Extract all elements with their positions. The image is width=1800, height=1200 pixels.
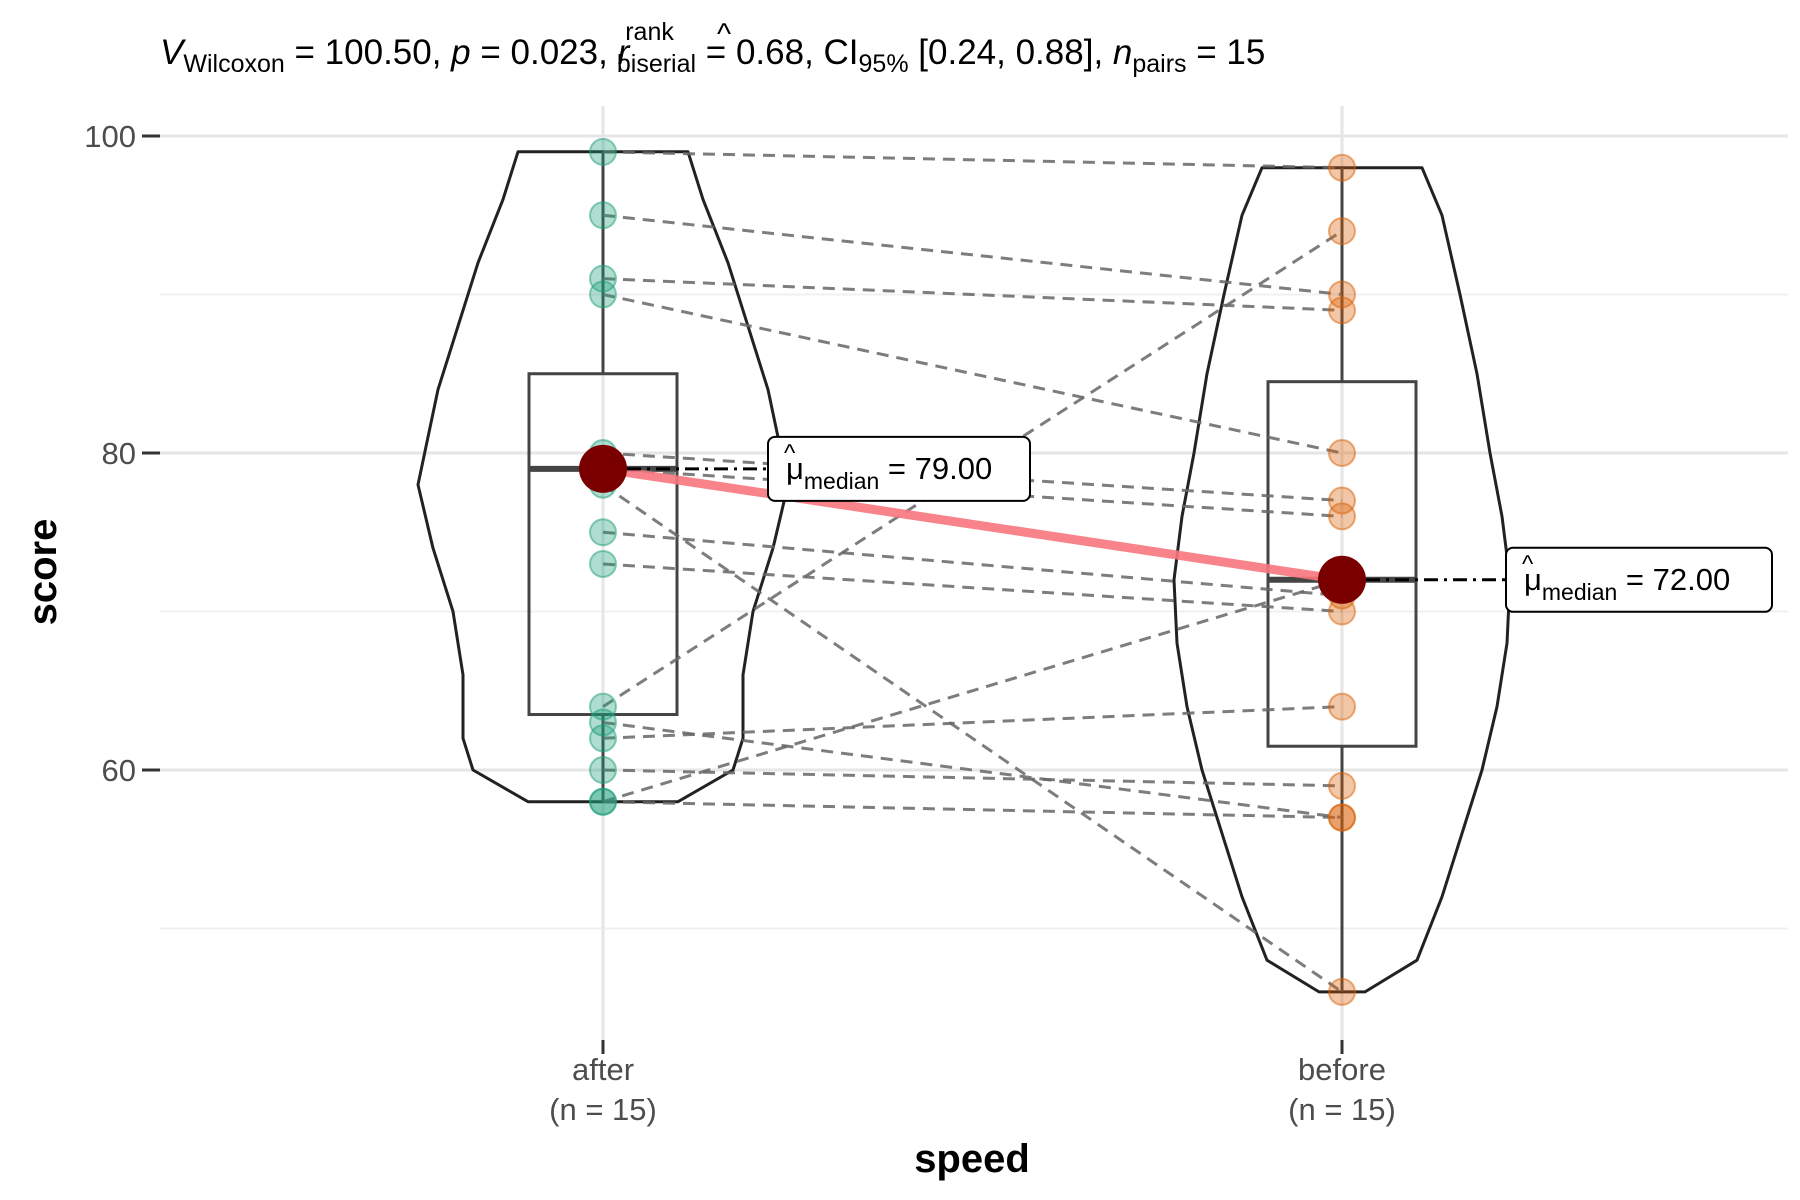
median-label-text: μmedian = 79.00 [786, 451, 992, 494]
median-point-before [1318, 555, 1366, 604]
point-before [1328, 977, 1356, 1006]
r-hat-accent: ^ [717, 18, 731, 51]
point-before [1328, 692, 1356, 721]
median-label-box [767, 435, 1031, 502]
box-after [527, 372, 679, 717]
pair-line [602, 293, 1343, 455]
point-after [589, 264, 617, 293]
pair-line [602, 720, 1343, 820]
chart-subtitle: VWilcoxon = 100.50, p = 0.023, rrank bise… [160, 18, 1265, 78]
point-after [589, 756, 617, 784]
pair-line [602, 530, 1343, 598]
median-labels: μmedian = 79.00^μmedian = 72.00^ [627, 435, 1773, 613]
x-tick-label: after [572, 1052, 634, 1087]
median-label-box [1505, 546, 1773, 613]
pair-line [602, 229, 1343, 708]
pair-line [602, 768, 1343, 788]
x-tick-n-label: (n = 15) [1288, 1092, 1396, 1127]
x-tick-n-label: (n = 15) [549, 1092, 657, 1127]
point-after [589, 724, 617, 753]
median-point-after [579, 444, 627, 493]
point-before [1328, 280, 1356, 309]
point-before [1328, 439, 1356, 467]
point-before [1328, 217, 1356, 246]
point-after [589, 201, 617, 230]
point-after [589, 692, 617, 721]
point-after [589, 708, 617, 737]
pair-line [602, 213, 1343, 296]
point-before [1328, 486, 1356, 515]
point-before [1328, 771, 1356, 800]
median-hat: ^ [1522, 551, 1534, 578]
point-before [1328, 296, 1356, 325]
y-axis-title: score [21, 519, 65, 626]
pair-line [602, 150, 1343, 170]
pair-line [602, 483, 1343, 994]
point-before [1328, 153, 1356, 182]
y-tick-label: 80 [102, 436, 136, 471]
x-axis-title: speed [914, 1137, 1030, 1181]
y-tick-label: 60 [102, 753, 136, 788]
point-before [1328, 502, 1356, 531]
point-after [589, 787, 617, 816]
box-before [1266, 380, 1418, 748]
point-after [589, 549, 617, 578]
pair-line [602, 562, 1343, 613]
pair-line [602, 705, 1343, 740]
pair-line [602, 800, 1343, 820]
median-hat: ^ [784, 440, 796, 467]
y-tick-label: 100 [84, 119, 136, 154]
pair-line [602, 578, 1343, 804]
median-label-text: μmedian = 72.00 [1524, 562, 1730, 605]
pair-line [602, 277, 1343, 312]
median-connector [579, 444, 1366, 604]
point-after [589, 137, 617, 166]
x-tick-label: before [1298, 1052, 1386, 1087]
point-after [589, 518, 617, 547]
axes: 60 80 100 after (n = 15) before (n = 15) [84, 119, 1396, 1127]
point-after [589, 280, 617, 309]
point-before [1328, 803, 1356, 832]
median-connector-line [602, 464, 1343, 585]
